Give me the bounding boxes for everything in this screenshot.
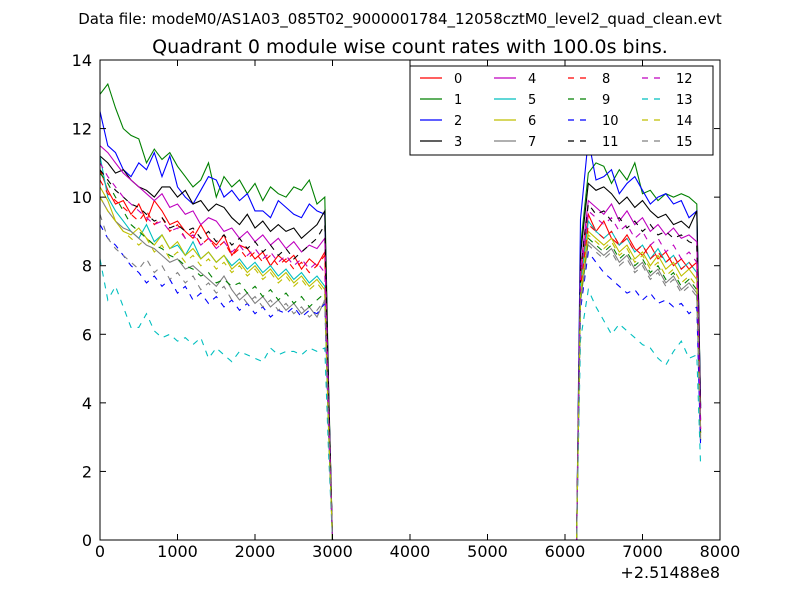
y-tick-label: 6 <box>82 325 92 344</box>
legend-label-14: 14 <box>676 114 693 129</box>
legend-label-3: 3 <box>454 135 462 150</box>
series-line-0 <box>100 169 702 540</box>
y-tick-label: 10 <box>72 188 92 207</box>
legend-label-0: 0 <box>454 72 462 87</box>
series-layer <box>100 82 702 540</box>
y-tick-label: 12 <box>72 120 92 139</box>
legend-label-9: 9 <box>602 93 610 108</box>
legend-label-8: 8 <box>602 72 610 87</box>
series-line-10 <box>100 224 702 540</box>
x-tick-label: 0 <box>95 542 105 561</box>
legend-label-12: 12 <box>676 72 693 87</box>
series-line-9 <box>100 172 702 540</box>
legend-label-6: 6 <box>528 114 536 129</box>
data-file-header: Data file: modeM0/AS1A03_085T02_90000017… <box>78 10 722 29</box>
series-line-8 <box>100 179 702 540</box>
x-tick-label: 7000 <box>622 542 663 561</box>
legend-label-10: 10 <box>602 114 619 129</box>
x-tick-label: 8000 <box>700 542 741 561</box>
y-tick-label: 14 <box>72 51 92 70</box>
x-tick-label: 2000 <box>235 542 276 561</box>
legend-label-11: 11 <box>602 135 619 150</box>
legend-label-7: 7 <box>528 135 536 150</box>
chart-title: Quadrant 0 module wise count rates with … <box>152 36 668 58</box>
x-tick-label: 5000 <box>467 542 508 561</box>
series-line-2 <box>100 111 702 540</box>
legend-label-2: 2 <box>454 114 462 129</box>
y-tick-label: 2 <box>82 462 92 481</box>
axis-ticks: 0 1000 2000 3000 4000 5000 6000 7000 80000246810… <box>72 51 741 561</box>
x-tick-label: 6000 <box>545 542 586 561</box>
legend-label-1: 1 <box>454 93 462 108</box>
legend-label-5: 5 <box>528 93 536 108</box>
y-tick-label: 8 <box>82 257 92 276</box>
y-tick-label: 4 <box>82 394 92 413</box>
x-tick-label: 3000 <box>312 542 353 561</box>
series-line-13 <box>100 258 702 540</box>
y-tick-label: 0 <box>82 531 92 550</box>
legend-label-4: 4 <box>528 72 536 87</box>
x-tick-label: 4000 <box>390 542 431 561</box>
series-line-7 <box>100 196 702 540</box>
legend-label-13: 13 <box>676 93 693 108</box>
series-line-12 <box>100 162 702 540</box>
series-line-3 <box>100 155 702 540</box>
x-offset-label: +2.51488e8 <box>620 563 720 582</box>
legend-box <box>409 65 714 156</box>
legend-label-15: 15 <box>676 135 693 150</box>
series-line-1 <box>100 82 702 540</box>
x-tick-label: 1000 <box>157 542 198 561</box>
series-line-6 <box>100 186 702 540</box>
plot-area <box>100 82 702 540</box>
series-line-11 <box>100 169 702 540</box>
